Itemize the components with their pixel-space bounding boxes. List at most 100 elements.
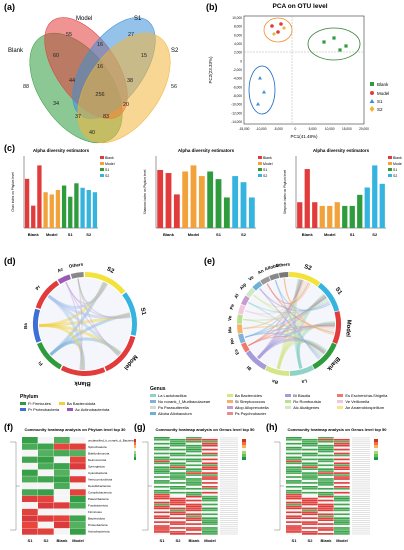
heatmap-cell: [186, 505, 202, 508]
pca-point: [279, 22, 283, 26]
alpha-legend-label: Model: [263, 162, 273, 166]
chord-ribbon: [259, 288, 321, 359]
heatmap-cell: [202, 517, 218, 520]
heatmap-cell: [202, 480, 218, 482]
heatmap-cell: [334, 462, 350, 465]
heatmap-scale-swatch: [134, 457, 136, 460]
alpha-group-label: S2: [372, 232, 378, 237]
venn-count: 56: [171, 84, 177, 90]
alpha-bar: [240, 182, 247, 228]
legend-label: Alloba Allobaculum: [158, 411, 192, 416]
legend-label: Ve Veillonella: [345, 399, 370, 404]
heatmap-cell: [286, 489, 302, 492]
heatmap-cell: [334, 440, 350, 443]
heatmap-cell: [154, 456, 170, 459]
alpha-chart-title: Alpha diversity estimators: [313, 148, 370, 153]
heatmap-cell: [318, 458, 334, 461]
heatmap-cell: [286, 437, 302, 439]
heatmap-cell: [334, 529, 350, 531]
heatmap-cell: [302, 509, 318, 512]
alpha-ylabel: Chao index on Phylum level: [11, 172, 15, 212]
heatmap-row-label: Actinobacteriota: [88, 530, 110, 534]
heatmap-cell: [154, 511, 170, 514]
alpha-bar: [312, 202, 318, 228]
chord-arc: [33, 308, 42, 343]
heatmap-cell: [186, 525, 202, 527]
legend-swatch: [20, 408, 26, 411]
heatmap-cell: [202, 438, 218, 441]
heatmap-scale-swatch: [374, 442, 378, 445]
heatmap-row-label: Bdellovibrionota: [88, 451, 110, 455]
heatmap-cell: [186, 513, 202, 516]
chord-ribbon: [276, 322, 336, 370]
genus-legend-item: Allop Alloprevotella: [226, 405, 281, 410]
alpha-bar: [74, 183, 79, 228]
heatmap-scale-swatch: [242, 448, 246, 451]
heatmap-cell: [318, 456, 334, 459]
chord-arc: [237, 314, 243, 324]
heatmap-col-label: Blank: [189, 538, 201, 543]
heatmap-cell: [286, 440, 302, 443]
chord-ribbon: [65, 281, 131, 319]
heatmap-cell: [286, 503, 302, 506]
chord-label: S1: [139, 307, 147, 316]
heatmap-cell: [154, 486, 170, 488]
heatmap-cell: [38, 469, 54, 476]
heatmap-cell: [302, 503, 318, 506]
heatmap-cell: [202, 521, 218, 523]
heatmap-cell: [202, 529, 218, 531]
genus-legend: Genus La Lactobacillus Ba Bacteroides Bl B…: [150, 386, 400, 416]
genus-legend-item: La Lactobacillus: [150, 393, 223, 398]
venn-count: 16: [97, 64, 103, 70]
heatmap-cell: [318, 450, 334, 453]
chord-ribbon: [243, 318, 324, 356]
chord-ribbon: [296, 339, 328, 369]
chord-label: Blank: [74, 380, 91, 387]
alpha-bar: [49, 194, 54, 228]
heatmap-scale-swatch: [134, 448, 136, 451]
heatmap-cell: [334, 458, 350, 461]
heatmap-cell: [302, 450, 318, 453]
heatmap-cell: [334, 487, 350, 490]
heatmap-row-label: Fusobacteriota: [88, 504, 108, 508]
pca-ellipse-s1: [248, 65, 276, 115]
heatmap-cell: [286, 472, 302, 474]
pca-xtick: 15,000: [342, 127, 352, 131]
heatmap-cell: [38, 515, 54, 522]
heatmap-cell: [286, 499, 302, 502]
pca-ytick: 0: [240, 59, 242, 63]
heatmap-cell: [154, 442, 170, 445]
heatmap-cell: [334, 499, 350, 502]
heatmap-cell: [334, 482, 350, 484]
heatmap-cell: [70, 508, 86, 516]
heatmap-cell: [186, 523, 202, 525]
pca-ylabel: PC2(23.33%): [208, 56, 213, 84]
pca-ytick: 10,000: [232, 16, 242, 20]
chord-ribbon: [77, 278, 131, 319]
chord-ribbon: [257, 279, 303, 360]
heatmap-row-label: Deinococcota: [88, 458, 107, 462]
chord-ribbon: [243, 325, 335, 330]
alpha-bar: [61, 185, 67, 228]
alpha-bar: [364, 187, 370, 228]
genus-legend-item: Ba Bacteroides: [226, 393, 281, 398]
pca-xtick: -10,000: [256, 127, 267, 131]
heatmap-cell: [186, 442, 202, 445]
heatmap-cell: [186, 531, 202, 533]
heatmap-cell: [186, 476, 202, 478]
chord-ribbon: [65, 281, 120, 356]
heatmap-cell: [302, 478, 318, 480]
chord-label: Mu: [227, 326, 233, 333]
heatmap-cell: [202, 468, 218, 471]
alpha-legend-label: S1: [393, 168, 397, 172]
heatmap-cell: [170, 491, 186, 494]
chord-ribbon: [77, 278, 119, 357]
venn-count: 83: [103, 114, 109, 120]
chord-ribbon: [257, 338, 326, 360]
alpha-legend-label: S1: [105, 168, 109, 172]
alpha-ylabel: Simpson index on Phylum level: [283, 170, 287, 215]
chord-arc: [252, 281, 263, 291]
heatmap-row-label: Bacteroidota: [88, 517, 105, 521]
heatmap-cell: [286, 470, 302, 472]
chord-ribbon: [244, 279, 304, 338]
